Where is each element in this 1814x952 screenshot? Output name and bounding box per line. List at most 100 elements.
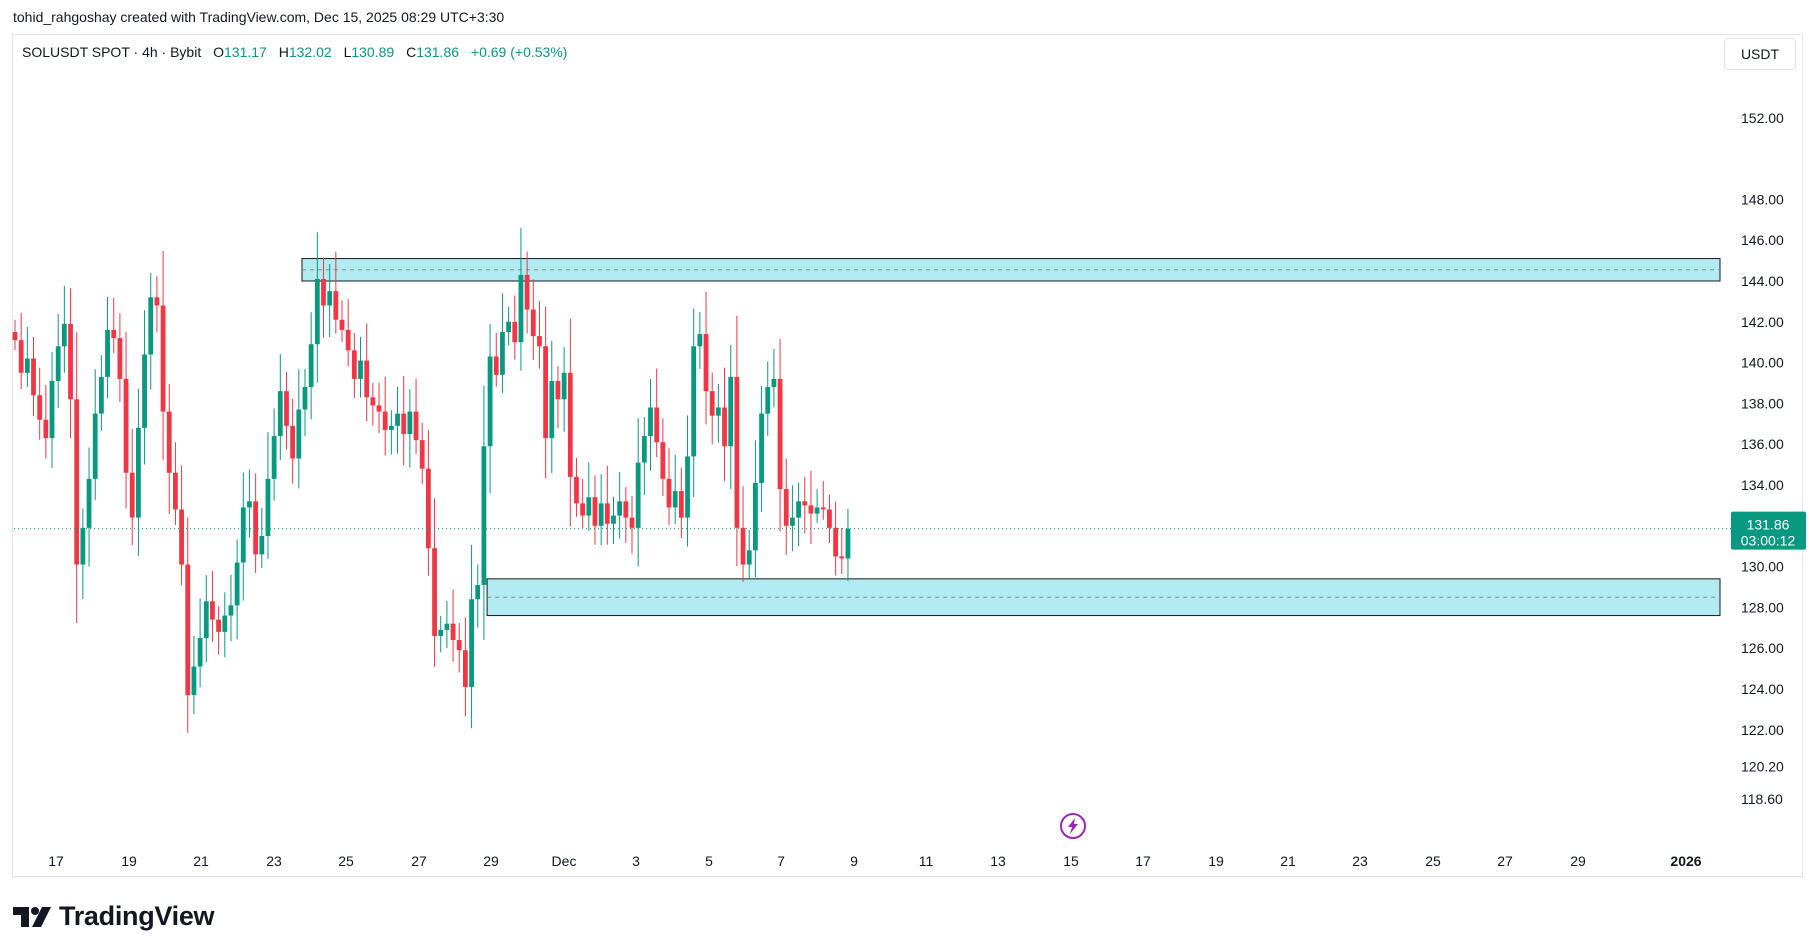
candle-body[interactable] [234, 562, 240, 606]
candle-body[interactable] [691, 346, 697, 457]
candle-body[interactable] [74, 399, 80, 565]
candle-body[interactable] [469, 599, 474, 687]
candle-body[interactable] [296, 409, 302, 459]
candle-body[interactable] [450, 623, 456, 641]
candle-body[interactable] [105, 329, 110, 377]
candle-body[interactable] [740, 527, 746, 565]
candle-body[interactable] [598, 503, 604, 526]
candle-body[interactable] [796, 501, 801, 518]
candle-body[interactable] [487, 356, 493, 447]
candle-body[interactable] [314, 278, 320, 345]
candle-body[interactable] [820, 507, 826, 510]
candle-body[interactable] [321, 278, 326, 306]
resistance-zone[interactable] [301, 258, 1721, 282]
candle-body[interactable] [351, 350, 357, 379]
candle-body[interactable] [444, 623, 450, 630]
candle-body[interactable] [648, 407, 653, 437]
candle-body[interactable] [185, 564, 191, 696]
candle-body[interactable] [302, 387, 308, 410]
candle-body[interactable] [160, 305, 166, 412]
candle-body[interactable] [376, 405, 382, 412]
candle-body[interactable] [277, 391, 283, 437]
candle-body[interactable] [715, 407, 721, 416]
candle-body[interactable] [111, 329, 117, 339]
candle-body[interactable] [753, 482, 758, 551]
candle-body[interactable] [259, 536, 265, 555]
candle-body[interactable] [265, 478, 271, 536]
candle-body[interactable] [592, 497, 598, 526]
candle-body[interactable] [290, 425, 296, 459]
candle-body[interactable] [123, 378, 129, 473]
candle-body[interactable] [654, 407, 660, 443]
candle-body[interactable] [734, 376, 740, 528]
candle-body[interactable] [802, 501, 808, 506]
candle-body[interactable] [98, 376, 104, 414]
candle-body[interactable] [370, 397, 376, 406]
candle-body[interactable] [567, 372, 573, 477]
candle-body[interactable] [222, 615, 228, 632]
candle-body[interactable] [327, 291, 333, 306]
candle-body[interactable] [839, 556, 845, 559]
candle-body[interactable] [425, 468, 431, 549]
candle-body[interactable] [703, 334, 709, 392]
candle-body[interactable] [765, 387, 771, 414]
candle-body[interactable] [136, 427, 141, 518]
candle-body[interactable] [845, 528, 851, 559]
candle-body[interactable] [833, 527, 839, 557]
candle-body[interactable] [395, 413, 400, 426]
candle-body[interactable] [18, 340, 24, 373]
candle-body[interactable] [80, 527, 86, 565]
candle-body[interactable] [117, 338, 123, 379]
candle-body[interactable] [586, 497, 592, 516]
candle-body[interactable] [617, 501, 623, 516]
candle-body[interactable] [68, 323, 73, 400]
candle-body[interactable] [191, 666, 197, 696]
candle-body[interactable] [629, 517, 635, 528]
candle-body[interactable] [92, 413, 98, 479]
candle-body[interactable] [722, 407, 727, 447]
candle-body[interactable] [746, 550, 752, 565]
candle-body[interactable] [555, 380, 561, 400]
candle-body[interactable] [419, 440, 425, 469]
candle-body[interactable] [345, 329, 351, 351]
candle-body[interactable] [790, 517, 795, 526]
candle-body[interactable] [771, 378, 777, 388]
candle-body[interactable] [339, 319, 345, 330]
lightning-icon[interactable] [1060, 813, 1086, 839]
candle-body[interactable] [481, 446, 487, 585]
candle-body[interactable] [666, 478, 672, 508]
candle-body[interactable] [561, 372, 567, 400]
candle-body[interactable] [783, 489, 789, 526]
candle-body[interactable] [709, 391, 715, 416]
candle-body[interactable] [197, 638, 203, 667]
candle-body[interactable] [580, 503, 586, 516]
currency-button[interactable]: USDT [1724, 38, 1796, 70]
candle-body[interactable] [524, 274, 530, 310]
candle-body[interactable] [308, 344, 314, 388]
candle-body[interactable] [543, 346, 549, 439]
candle-body[interactable] [777, 378, 783, 490]
candle-body[interactable] [530, 309, 536, 337]
candle-body[interactable] [240, 507, 246, 563]
candle-body[interactable] [827, 509, 832, 528]
candle-body[interactable] [129, 472, 135, 518]
candle-body[interactable] [678, 491, 684, 518]
candle-body[interactable] [475, 584, 481, 600]
candle-body[interactable] [685, 456, 690, 518]
candle-body[interactable] [284, 391, 289, 426]
candle-body[interactable] [49, 380, 55, 439]
candle-body[interactable] [364, 360, 370, 398]
candle-body[interactable] [271, 436, 277, 479]
candle-body[interactable] [432, 548, 437, 636]
candle-body[interactable] [210, 601, 215, 620]
candle-body[interactable] [506, 321, 511, 332]
candle-body[interactable] [759, 413, 764, 483]
symbol-name[interactable]: SOLUSDT SPOT · 4h · Bybit [22, 44, 202, 60]
candle-body[interactable] [142, 354, 147, 428]
candle-body[interactable] [493, 356, 499, 375]
candle-body[interactable] [24, 358, 30, 373]
candle-body[interactable] [253, 501, 259, 555]
candle-body[interactable] [456, 640, 462, 651]
candle-body[interactable] [166, 411, 172, 473]
candle-body[interactable] [574, 476, 579, 504]
